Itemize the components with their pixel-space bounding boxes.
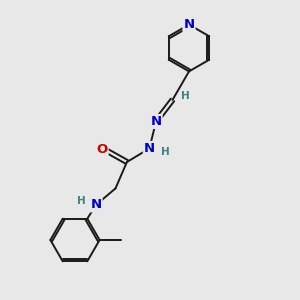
Text: H: H [77,196,86,206]
Text: N: N [144,142,155,155]
Text: N: N [150,115,162,128]
Text: H: H [181,91,190,101]
Text: H: H [160,147,169,157]
Text: N: N [183,18,195,31]
Text: N: N [90,198,102,212]
Text: O: O [96,142,108,156]
